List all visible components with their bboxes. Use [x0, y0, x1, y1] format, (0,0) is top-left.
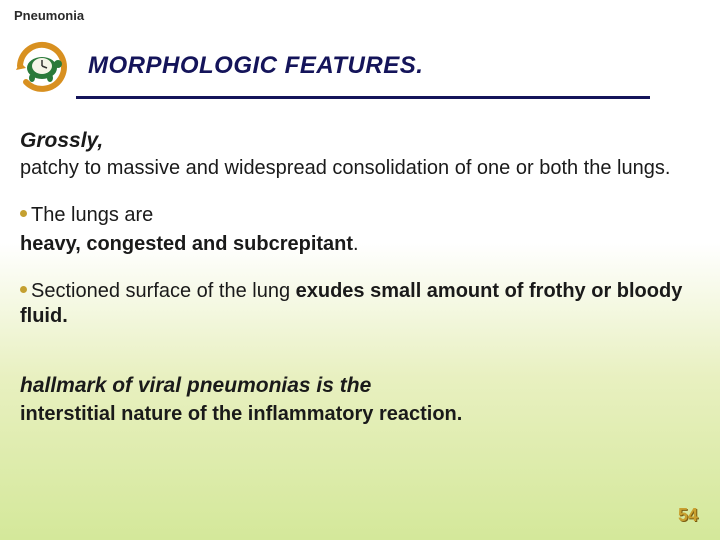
bullet-block-1: The lungs are heavy, congested and subcr… — [20, 203, 690, 257]
page-number: 54 — [678, 505, 698, 526]
bullet-icon — [20, 286, 27, 293]
bullet2-pre: Sectioned surface of the lung — [31, 280, 296, 302]
clock-turtle-icon — [14, 38, 70, 94]
hallmark-heading: hallmark of viral pneumonias is the — [20, 373, 690, 399]
grossly-body: patchy to massive and widespread consoli… — [20, 156, 690, 181]
bullet1-post: . — [353, 233, 359, 255]
bullet-icon — [20, 210, 27, 217]
slide-title: MORPHOLOGIC FEATURES. — [88, 52, 423, 80]
title-underline — [76, 96, 650, 99]
grossly-heading: Grossly, — [20, 128, 690, 154]
bullet1-bold: heavy, congested and subcrepitant — [20, 233, 353, 255]
hallmark-body: interstitial nature of the inflammatory … — [20, 402, 690, 427]
title-row: MORPHOLOGIC FEATURES. — [14, 38, 650, 94]
bullet-block-2: Sectioned surface of the lung exudes sma… — [20, 279, 690, 329]
content-area: Grossly, patchy to massive and widesprea… — [20, 128, 690, 427]
header-label: Pneumonia — [14, 8, 84, 23]
bullet1-pre: The lungs are — [31, 204, 153, 226]
